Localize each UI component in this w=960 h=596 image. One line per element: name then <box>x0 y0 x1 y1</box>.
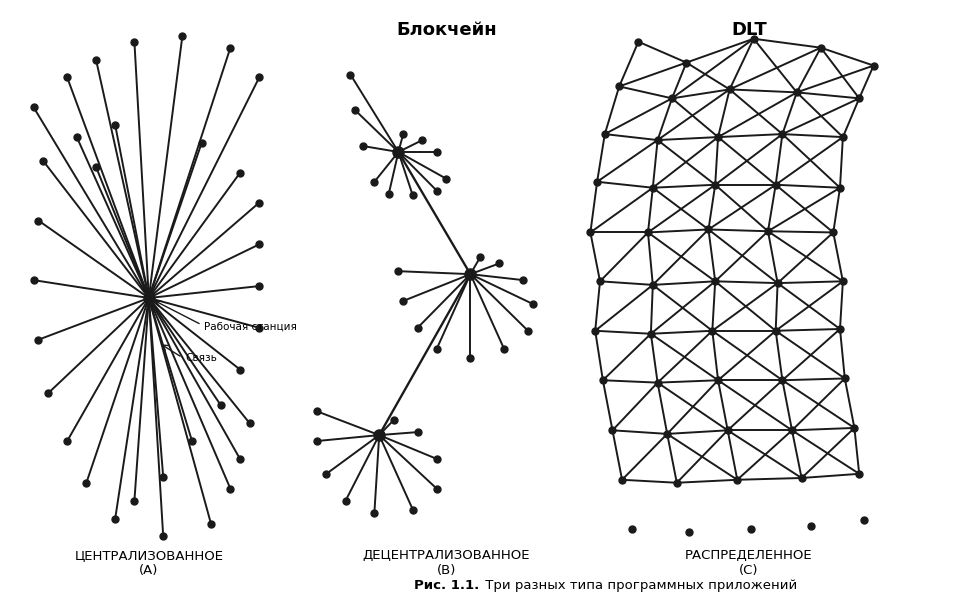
Text: Блокчейн: Блокчейн <box>396 21 496 39</box>
Text: Рабочая станция: Рабочая станция <box>204 322 298 331</box>
Text: Связь: Связь <box>185 353 217 362</box>
Text: ЦЕНТРАЛИЗОВАННОЕ
(A): ЦЕНТРАЛИЗОВАННОЕ (A) <box>74 550 224 577</box>
Text: ДЕЦЕНТРАЛИЗОВАННОЕ
(B): ДЕЦЕНТРАЛИЗОВАННОЕ (B) <box>363 550 530 577</box>
Text: Рис. 1.1.: Рис. 1.1. <box>414 579 479 592</box>
Text: DLT: DLT <box>731 21 767 39</box>
Text: РАСПРЕДЕЛЕННОЕ
(C): РАСПРЕДЕЛЕННОЕ (C) <box>685 550 812 577</box>
Text: Три разных типа программных приложений: Три разных типа программных приложений <box>481 579 797 592</box>
